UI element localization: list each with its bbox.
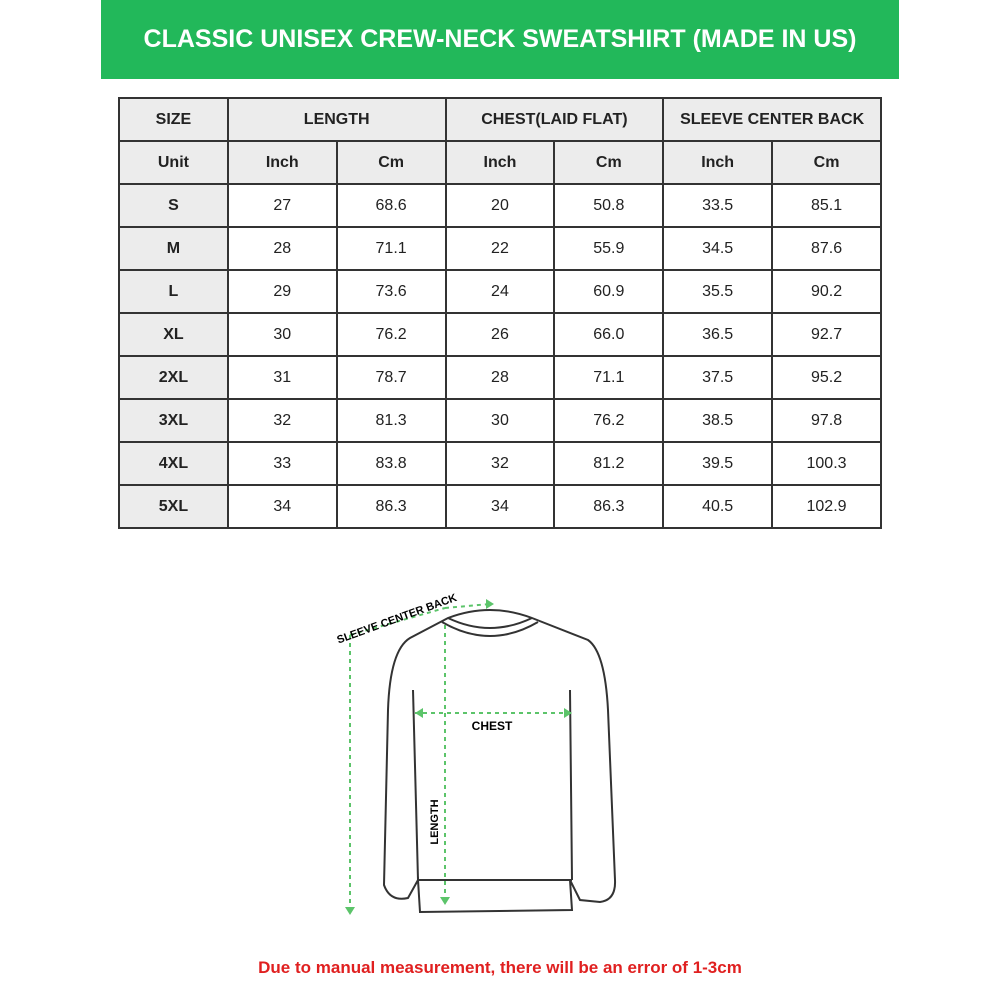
value-cell: 36.5: [662, 312, 774, 357]
value-cell: 30: [226, 312, 338, 357]
value-cell: 60.9: [553, 269, 665, 314]
value-cell: 66.0: [553, 312, 665, 357]
sweatshirt-diagram: SLEEVE CENTER BACK CHEST LENGTH: [335, 592, 617, 915]
table-row: L 29 73.6 24 60.9 35.5 90.2: [118, 269, 882, 314]
value-cell: 31: [226, 355, 338, 400]
footer-note: Due to manual measurement, there will be…: [258, 958, 742, 977]
size-cell: S: [118, 183, 229, 228]
table-row: 3XL 32 81.3 30 76.2 38.5 97.8: [118, 398, 882, 443]
unit-header: Unit: [118, 140, 229, 185]
value-cell: 71.1: [553, 355, 665, 400]
size-cell: L: [118, 269, 229, 314]
value-cell: 32: [226, 398, 338, 443]
value-cell: 76.2: [553, 398, 665, 443]
table-row: Unit Inch Cm Inch Cm Inch Cm: [118, 140, 882, 185]
size-cell: 4XL: [118, 441, 229, 486]
value-cell: 50.8: [553, 183, 665, 228]
unit-header: Cm: [553, 140, 665, 185]
value-cell: 81.2: [553, 441, 665, 486]
table-row: XL 30 76.2 26 66.0 36.5 92.7: [118, 312, 882, 357]
value-cell: 81.3: [335, 398, 447, 443]
value-cell: 86.3: [553, 484, 665, 529]
value-cell: 33: [226, 441, 338, 486]
value-cell: 39.5: [662, 441, 774, 486]
value-cell: 76.2: [335, 312, 447, 357]
value-cell: 32: [444, 441, 556, 486]
value-cell: 85.1: [771, 183, 882, 228]
value-cell: 92.7: [771, 312, 882, 357]
table-row: 5XL 34 86.3 34 86.3 40.5 102.9: [118, 484, 882, 529]
column-header: SIZE: [118, 97, 229, 142]
value-cell: 68.6: [335, 183, 447, 228]
value-cell: 71.1: [335, 226, 447, 271]
size-cell: XL: [118, 312, 229, 357]
banner-title: CLASSIC UNISEX CREW-NECK SWEATSHIRT (MAD…: [101, 0, 899, 79]
value-cell: 38.5: [662, 398, 774, 443]
value-cell: 34: [226, 484, 338, 529]
unit-header: Cm: [771, 140, 882, 185]
value-cell: 97.8: [771, 398, 882, 443]
unit-header: Inch: [444, 140, 556, 185]
value-cell: 22: [444, 226, 556, 271]
column-header: LENGTH: [226, 97, 447, 142]
value-cell: 87.6: [771, 226, 882, 271]
column-header: CHEST(LAID FLAT): [444, 97, 665, 142]
value-cell: 30: [444, 398, 556, 443]
size-cell: 2XL: [118, 355, 229, 400]
unit-header: Cm: [335, 140, 447, 185]
length-label: LENGTH: [429, 799, 441, 844]
value-cell: 20: [444, 183, 556, 228]
value-cell: 100.3: [771, 441, 882, 486]
value-cell: 73.6: [335, 269, 447, 314]
value-cell: 37.5: [662, 355, 774, 400]
value-cell: 102.9: [771, 484, 882, 529]
sleeve-label: SLEEVE CENTER BACK: [335, 592, 458, 647]
table-row: M 28 71.1 22 55.9 34.5 87.6: [118, 226, 882, 271]
table-row: SIZE LENGTH CHEST(LAID FLAT) SLEEVE CENTER …: [118, 97, 882, 142]
chest-label: CHEST: [472, 719, 513, 733]
value-cell: 55.9: [553, 226, 665, 271]
value-cell: 28: [444, 355, 556, 400]
table-row: 2XL 31 78.7 28 71.1 37.5 95.2: [118, 355, 882, 400]
size-cell: M: [118, 226, 229, 271]
value-cell: 26: [444, 312, 556, 357]
value-cell: 95.2: [771, 355, 882, 400]
value-cell: 86.3: [335, 484, 447, 529]
value-cell: 33.5: [662, 183, 774, 228]
value-cell: 29: [226, 269, 338, 314]
value-cell: 90.2: [771, 269, 882, 314]
column-header: SLEEVE CENTER BACK: [662, 97, 882, 142]
table-row: 4XL 33 83.8 32 81.2 39.5 100.3: [118, 441, 882, 486]
value-cell: 78.7: [335, 355, 447, 400]
value-cell: 34.5: [662, 226, 774, 271]
value-cell: 40.5: [662, 484, 774, 529]
value-cell: 28: [226, 226, 338, 271]
value-cell: 24: [444, 269, 556, 314]
size-cell: 3XL: [118, 398, 229, 443]
unit-header: Inch: [662, 140, 774, 185]
table-row: S 27 68.6 20 50.8 33.5 85.1: [118, 183, 882, 228]
value-cell: 83.8: [335, 441, 447, 486]
value-cell: 34: [444, 484, 556, 529]
size-cell: 5XL: [118, 484, 229, 529]
size-table: SIZE LENGTH CHEST(LAID FLAT) SLEEVE CENTER …: [118, 97, 882, 529]
unit-header: Inch: [226, 140, 338, 185]
value-cell: 35.5: [662, 269, 774, 314]
value-cell: 27: [226, 183, 338, 228]
